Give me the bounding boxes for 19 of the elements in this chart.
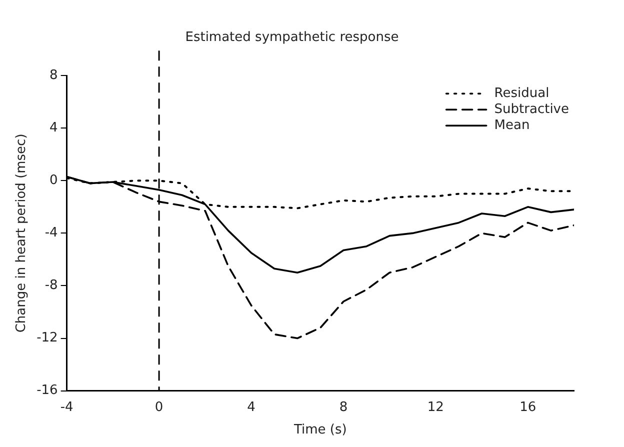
- x-axis-title: Time (s): [292, 422, 347, 438]
- x-tick-label: 16: [520, 400, 536, 415]
- y-tick-label: 8: [50, 68, 58, 83]
- y-tick-label: -12: [36, 330, 58, 346]
- y-tick-label: -16: [36, 383, 58, 398]
- legend-label: Residual: [494, 86, 550, 101]
- y-tick-label: 0: [50, 173, 58, 188]
- y-tick-label: -4: [44, 226, 58, 241]
- x-tick-label: -4: [60, 400, 74, 415]
- y-axis-title: Change in heart period (msec): [14, 134, 30, 333]
- x-tick-label: 12: [427, 400, 444, 415]
- y-tick-label: -8: [44, 278, 58, 294]
- chart-title: Estimated sympathetic response: [185, 30, 399, 46]
- legend-label: Subtractive: [494, 102, 570, 117]
- legend-label: Mean: [494, 118, 530, 133]
- x-tick-label: 4: [247, 400, 256, 415]
- y-tick-label: 4: [50, 120, 58, 136]
- x-tick-label: 8: [339, 400, 348, 415]
- x-tick-label: 0: [154, 400, 164, 415]
